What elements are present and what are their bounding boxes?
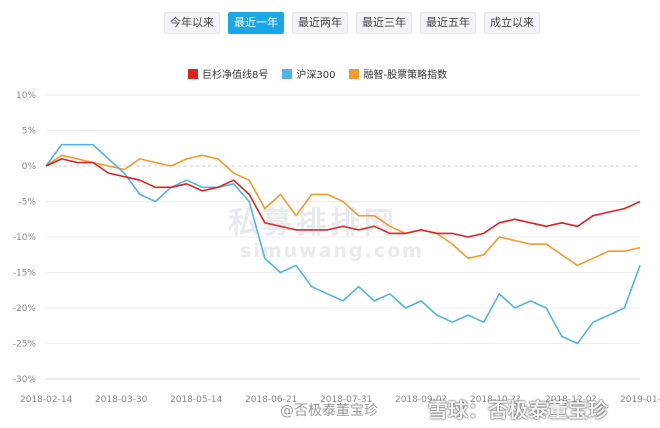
x-tick-label: 2018-09-0? <box>395 395 447 405</box>
legend-item-fund[interactable]: 巨杉净值线8号 <box>188 66 268 81</box>
y-tick-label: -25% <box>13 340 37 350</box>
legend-label-csi300: 沪深300 <box>296 70 336 81</box>
tab-last-two-years[interactable]: 最近两年 <box>292 12 348 34</box>
y-tick-label: -5% <box>18 198 36 208</box>
chart-legend: 巨杉净值线8号 沪深300 融智-股票策略指数 <box>188 66 447 81</box>
x-tick-label: 2019-01-31 <box>620 395 660 405</box>
y-tick-label: -20% <box>13 304 37 314</box>
tab-last-five-years[interactable]: 最近五年 <box>420 12 476 34</box>
series-line-0 <box>45 158 641 238</box>
x-tick-label: 2018-07-31 <box>320 395 372 405</box>
legend-item-csi300[interactable]: 沪深300 <box>282 66 335 81</box>
legend-swatch-fund <box>188 68 198 79</box>
x-tick-label: 2018-02-14 <box>20 395 73 405</box>
y-tick-label: 0% <box>22 162 37 172</box>
tab-last-three-years[interactable]: 最近三年 <box>356 12 412 34</box>
x-tick-label: 2018-12-0? <box>545 395 597 405</box>
x-tick-label: 2018-05-14 <box>170 395 223 405</box>
period-tabs: 今年以来 最近一年 最近两年 最近三年 最近五年 成立以来 <box>164 12 540 34</box>
y-tick-label: 10% <box>16 91 36 101</box>
x-tick-label: 2018-10-?? <box>470 395 521 405</box>
y-tick-label: -30% <box>13 375 37 385</box>
legend-label-fund: 巨杉净值线8号 <box>202 70 269 81</box>
x-tick-label: 2018-03-30 <box>95 395 148 405</box>
tab-last-one-year[interactable]: 最近一年 <box>228 12 284 34</box>
x-tick-label: 2018-06-21 <box>245 395 297 405</box>
legend-label-strategy-index: 融智-股票策略指数 <box>363 70 448 81</box>
y-tick-label: -10% <box>13 233 37 243</box>
series-line-2 <box>45 154 641 267</box>
y-tick-label: -15% <box>13 269 37 279</box>
series-line-1 <box>45 143 641 345</box>
chart-plot: 10% 5% 0% -5% -10% -15% -20% -25% -30% 2018-02-14… <box>13 91 660 405</box>
tab-ytd[interactable]: 今年以来 <box>164 12 220 34</box>
tab-since-inception[interactable]: 成立以来 <box>484 12 540 34</box>
legend-swatch-csi300 <box>282 68 293 79</box>
legend-item-strategy-index[interactable]: 融智-股票策略指数 <box>349 66 447 81</box>
legend-swatch-strategy-index <box>349 68 360 79</box>
y-tick-label: 5% <box>22 127 37 137</box>
